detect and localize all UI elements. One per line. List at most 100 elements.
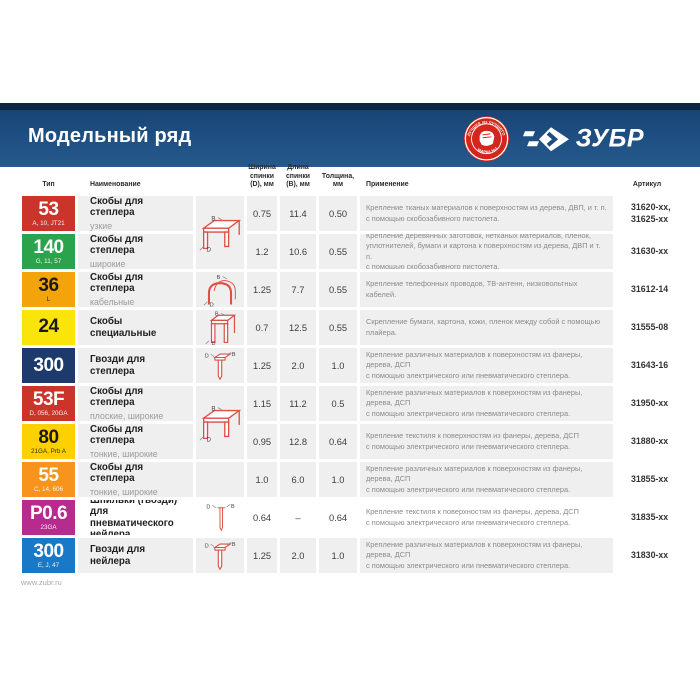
- article-number: 31855-xx: [616, 462, 678, 497]
- staple-wide-icon: [196, 196, 244, 269]
- col-header-article: Артикул: [632, 181, 662, 189]
- article-number: 31830-xx: [616, 538, 678, 573]
- article-number: 31643-16: [616, 348, 678, 383]
- article-number: 31630-xx: [616, 234, 678, 269]
- page-title: Модельный ряд: [28, 124, 192, 147]
- col-header-icon: [196, 173, 244, 193]
- type-subtext: A, 10, JT21: [32, 219, 65, 227]
- application-text: Крепление различных материалов к поверхн…: [360, 386, 613, 421]
- article-number: 31620-xx, 31625-xx: [616, 196, 678, 231]
- type-badge: 80 21GA, Prb A: [22, 424, 75, 459]
- header-banner: Модельный ряд ЛУЧШЕЕ ИЗ ЛУЧШЕГО МАРКА №1: [0, 103, 700, 167]
- thickness-value: 0.55: [319, 234, 357, 269]
- type-badge: 300: [22, 348, 75, 383]
- type-subtext: 21GA, Prb A: [30, 447, 66, 455]
- type-badge: 55 C, 14, 606: [22, 462, 75, 497]
- type-badge: P0.6 23GA: [22, 500, 75, 535]
- staple-wide-icon: [196, 386, 244, 459]
- length-value: 11.2: [280, 386, 316, 421]
- article-number: 31555-08: [616, 310, 678, 345]
- nail-icon: [196, 348, 244, 383]
- type-badge: 53F D, 056, 20GA: [22, 386, 75, 421]
- product-name: Скобы для степлера кабельные: [78, 272, 193, 307]
- col-header-application: Применение: [366, 181, 409, 189]
- back-width-value: 0.7: [247, 310, 277, 345]
- back-width-value: 1.2: [247, 234, 277, 269]
- length-value: 12.5: [280, 310, 316, 345]
- back-width-value: 1.25: [247, 272, 277, 307]
- application-text: Крепление тканых материалов к поверхност…: [360, 196, 613, 231]
- product-name: Скобы для степлера плоские, широкие: [78, 386, 193, 421]
- product-name: Скобы специальные: [78, 310, 193, 345]
- type-number: P0.6: [29, 502, 68, 524]
- type-badge: 24: [22, 310, 75, 345]
- application-text: Крепление текстиля к поверхностям из фан…: [360, 500, 613, 535]
- col-header-name: Наименование: [90, 181, 141, 189]
- product-name: Скобы для степлера тонкие, широкие: [78, 424, 193, 459]
- back-width-value: 1.0: [247, 462, 277, 497]
- length-value: 10.6: [280, 234, 316, 269]
- thickness-value: 1.0: [319, 538, 357, 573]
- model-range-table: Тип Наименование Ширина спинки (D), мм Д…: [22, 164, 678, 573]
- type-subtext: C, 14, 606: [33, 485, 64, 493]
- length-value: 2.0: [280, 538, 316, 573]
- stamp-fist-glyph: [479, 130, 494, 146]
- staple-tall-icon: [196, 310, 244, 345]
- type-number: 55: [38, 464, 59, 486]
- back-width-value: 1.15: [247, 386, 277, 421]
- back-width-value: 1.25: [247, 348, 277, 383]
- type-subtext: D, 056, 20GA: [29, 409, 68, 417]
- nail-icon: [196, 538, 244, 573]
- length-value: –: [280, 500, 316, 535]
- type-subtext: E, J, 47: [37, 561, 60, 569]
- type-number: 300: [33, 540, 64, 562]
- brand-arrow-icon: [522, 126, 569, 151]
- application-text: Крепление различных материалов к поверхн…: [360, 462, 613, 497]
- col-header-length: Длина спинки (B), мм: [285, 164, 311, 189]
- application-text: Крепление различных материалов к поверхн…: [360, 348, 613, 383]
- length-value: 6.0: [280, 462, 316, 497]
- application-text: Крепление текстиля к поверхностям из фан…: [360, 424, 613, 459]
- product-name: Гвозди для нейлера: [78, 538, 193, 573]
- application-text: Крепление деревянных заготовок, нетканых…: [360, 234, 613, 269]
- col-header-type: Тип: [42, 181, 55, 189]
- thickness-value: 0.50: [319, 196, 357, 231]
- type-number: 140: [33, 236, 64, 258]
- thickness-value: 0.55: [319, 310, 357, 345]
- type-subtext: 23GA: [40, 523, 57, 531]
- product-name: Шпильки (гвозди) для пневматического ней…: [78, 500, 193, 535]
- application-text: Крепление телефонных проводов, ТВ-антенн…: [360, 272, 613, 307]
- product-name: Скобы для степлера широкие: [78, 234, 193, 269]
- length-value: 12.8: [280, 424, 316, 459]
- website-url: www.zubr.ru: [21, 578, 62, 587]
- article-number: 31835-xx: [616, 500, 678, 535]
- article-number: 31880-xx: [616, 424, 678, 459]
- thickness-value: 0.64: [319, 424, 357, 459]
- type-badge: 300 E, J, 47: [22, 538, 75, 573]
- pin-icon: [196, 500, 244, 535]
- brand-area: ЛУЧШЕЕ ИЗ ЛУЧШЕГО МАРКА №1 ЗУБР: [463, 115, 644, 162]
- back-width-value: 1.25: [247, 538, 277, 573]
- type-badge: 36 L: [22, 272, 75, 307]
- thickness-value: 0.5: [319, 386, 357, 421]
- length-value: 2.0: [280, 348, 316, 383]
- type-number: 24: [38, 316, 59, 337]
- type-number: 53F: [32, 388, 65, 410]
- product-name: Скобы для степлера тонкие, широкие: [78, 462, 193, 497]
- brand-name: ЗУБР: [575, 124, 644, 153]
- col-header-width: Ширина спинки (D), мм: [248, 164, 276, 189]
- article-number: 31612-14: [616, 272, 678, 307]
- thickness-value: 1.0: [319, 462, 357, 497]
- article-number: 31950-xx: [616, 386, 678, 421]
- application-text: Крепление различных материалов к поверхн…: [360, 538, 613, 573]
- staple-round-cable-icon: [196, 272, 244, 307]
- thickness-value: 0.64: [319, 500, 357, 535]
- col-header-thickness: Толщина, мм: [321, 172, 355, 189]
- length-value: 11.4: [280, 196, 316, 231]
- type-subtext: L: [46, 295, 51, 303]
- brand-logo: ЗУБР: [522, 124, 644, 153]
- thickness-value: 0.55: [319, 272, 357, 307]
- type-badge: 140 G, 11, 57: [22, 234, 75, 269]
- type-number: 53: [38, 198, 59, 220]
